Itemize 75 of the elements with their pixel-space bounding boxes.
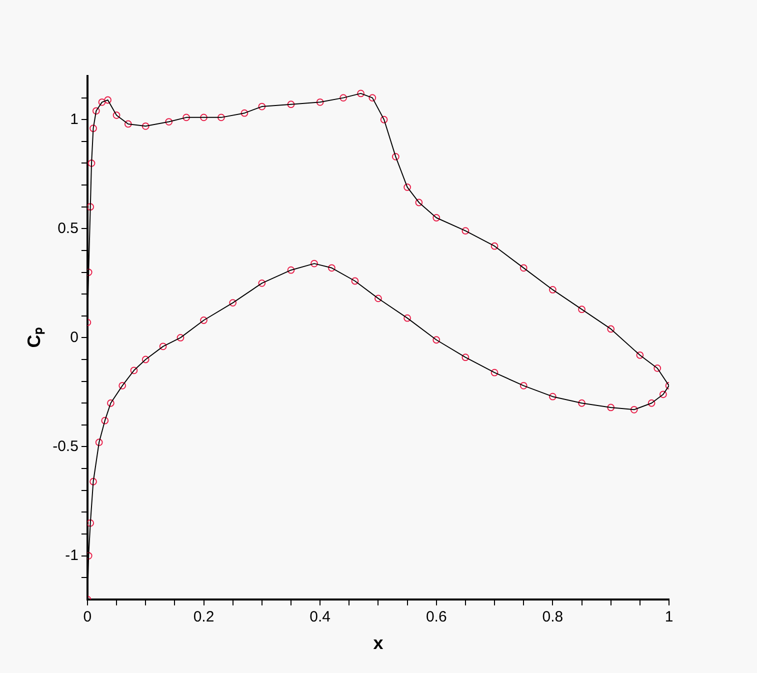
- point: [159, 342, 167, 350]
- point: [90, 478, 97, 486]
- point: [380, 116, 388, 124]
- point: [607, 325, 615, 333]
- point: [229, 299, 237, 307]
- point: [351, 277, 359, 285]
- point: [240, 109, 248, 117]
- point: [654, 364, 662, 372]
- point: [95, 438, 103, 446]
- point: [200, 114, 208, 122]
- x-tick-label: 0.6: [426, 608, 447, 626]
- x-tick-label: 0: [83, 608, 92, 626]
- point: [340, 94, 348, 102]
- point: [462, 354, 470, 362]
- point: [357, 90, 364, 98]
- point: [87, 203, 94, 211]
- point: [165, 118, 173, 126]
- point: [112, 112, 120, 119]
- point: [630, 406, 638, 414]
- point: [490, 368, 498, 376]
- point: [287, 266, 295, 274]
- point: [548, 286, 556, 294]
- point: [258, 279, 266, 287]
- point: [88, 160, 96, 167]
- x-tick-label: 0.4: [310, 608, 330, 626]
- point: [218, 114, 225, 122]
- point: [104, 96, 112, 104]
- point: [92, 107, 100, 115]
- point: [90, 124, 97, 132]
- y-tick-label: 0.5: [58, 220, 78, 237]
- point: [578, 306, 586, 314]
- point: [392, 152, 400, 160]
- point: [432, 214, 440, 222]
- point: [107, 399, 114, 407]
- y-tick-label: -0.5: [52, 438, 78, 455]
- x-tick-label: 0.8: [542, 608, 564, 626]
- x-axis-title: x: [373, 633, 384, 654]
- point: [548, 392, 556, 400]
- point: [404, 314, 411, 322]
- y-axis-title: Cₚ: [24, 328, 45, 348]
- point: [368, 94, 376, 102]
- point: [287, 100, 295, 108]
- point: [142, 356, 150, 364]
- y-tick-label: -1: [65, 546, 78, 564]
- point: [316, 98, 324, 106]
- point: [490, 242, 498, 250]
- point: [258, 102, 266, 110]
- point: [374, 294, 382, 302]
- point: [462, 227, 470, 235]
- point: [415, 198, 423, 206]
- x-tick-label: 1: [664, 608, 674, 626]
- point: [87, 519, 94, 527]
- y-tick-label: 0: [70, 328, 78, 346]
- point: [182, 114, 190, 122]
- point: [101, 416, 109, 424]
- point: [200, 316, 208, 324]
- point: [432, 336, 440, 344]
- point: [124, 120, 132, 128]
- point: [310, 260, 318, 268]
- point: [404, 184, 411, 191]
- point: [118, 382, 126, 390]
- y-tick-label: 1: [70, 110, 78, 128]
- point: [520, 382, 528, 390]
- point: [607, 404, 615, 412]
- point: [578, 399, 586, 407]
- point: [130, 366, 138, 374]
- point: [648, 399, 656, 407]
- point: [520, 264, 528, 272]
- point: [142, 122, 150, 130]
- point: [636, 351, 644, 359]
- point: [328, 264, 336, 272]
- point: [659, 390, 667, 398]
- x-tick-label: 0.2: [193, 608, 214, 626]
- point: [176, 334, 184, 342]
- point: [98, 98, 106, 106]
